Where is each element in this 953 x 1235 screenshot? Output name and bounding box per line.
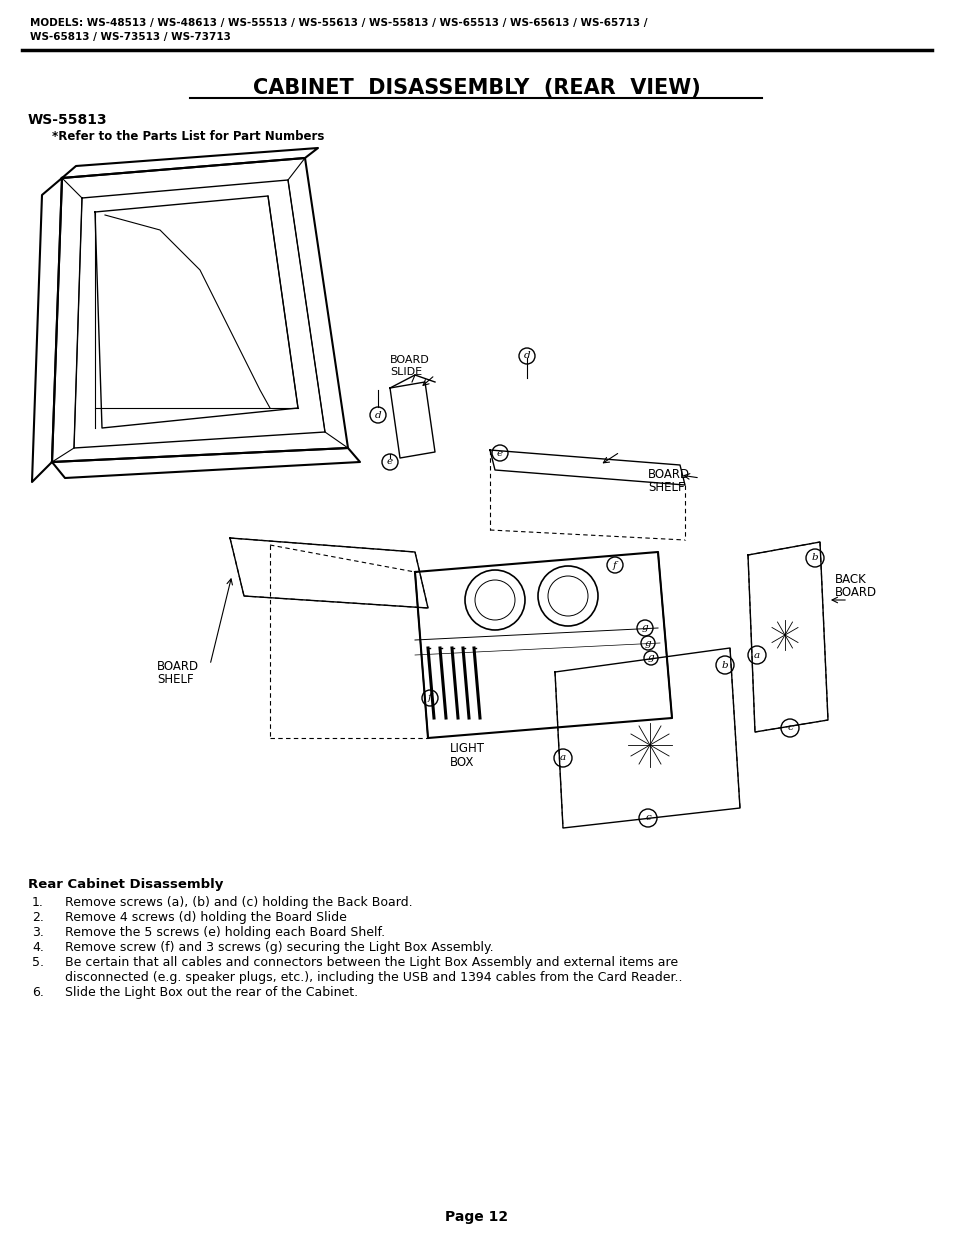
Text: f: f xyxy=(613,561,617,569)
Text: c: c xyxy=(644,814,650,823)
Text: WS-55813: WS-55813 xyxy=(28,112,108,127)
Text: Be certain that all cables and connectors between the Light Box Assembly and ext: Be certain that all cables and connector… xyxy=(65,956,678,969)
Text: b: b xyxy=(811,553,818,562)
Text: d: d xyxy=(375,410,381,420)
Text: Page 12: Page 12 xyxy=(445,1210,508,1224)
Text: Remove screw (f) and 3 screws (g) securing the Light Box Assembly.: Remove screw (f) and 3 screws (g) securi… xyxy=(65,941,493,953)
Text: 1.: 1. xyxy=(32,897,44,909)
Text: MODELS: WS-48513 / WS-48613 / WS-55513 / WS-55613 / WS-55813 / WS-65513 / WS-656: MODELS: WS-48513 / WS-48613 / WS-55513 /… xyxy=(30,19,647,28)
Text: disconnected (e.g. speaker plugs, etc.), including the USB and 1394 cables from : disconnected (e.g. speaker plugs, etc.),… xyxy=(65,971,681,984)
Text: 4.: 4. xyxy=(32,941,44,953)
Text: Remove the 5 screws (e) holding each Board Shelf.: Remove the 5 screws (e) holding each Boa… xyxy=(65,926,385,939)
Text: BOARD: BOARD xyxy=(157,659,199,673)
Text: e: e xyxy=(387,457,393,467)
Text: CABINET  DISASSEMBLY  (REAR  VIEW): CABINET DISASSEMBLY (REAR VIEW) xyxy=(253,78,700,98)
Text: BOARD: BOARD xyxy=(834,585,876,599)
Text: 5.: 5. xyxy=(32,956,44,969)
Text: BOARD: BOARD xyxy=(647,468,689,480)
Text: BOX: BOX xyxy=(450,756,474,769)
Text: Remove 4 screws (d) holding the Board Slide: Remove 4 screws (d) holding the Board Sl… xyxy=(65,911,347,924)
Text: SHELF: SHELF xyxy=(157,673,193,685)
Text: LIGHT: LIGHT xyxy=(450,742,484,755)
Text: 6.: 6. xyxy=(32,986,44,999)
Text: c: c xyxy=(786,724,792,732)
Text: Rear Cabinet Disassembly: Rear Cabinet Disassembly xyxy=(28,878,223,890)
Text: Slide the Light Box out the rear of the Cabinet.: Slide the Light Box out the rear of the … xyxy=(65,986,357,999)
Text: WS-65813 / WS-73513 / WS-73713: WS-65813 / WS-73513 / WS-73713 xyxy=(30,32,231,42)
Text: 2.: 2. xyxy=(32,911,44,924)
Text: BACK: BACK xyxy=(834,573,866,585)
Text: e: e xyxy=(497,448,502,457)
Text: f: f xyxy=(428,694,432,703)
Text: d: d xyxy=(523,352,530,361)
Text: 3.: 3. xyxy=(32,926,44,939)
Text: SLIDE: SLIDE xyxy=(390,367,421,377)
Text: b: b xyxy=(720,661,727,669)
Text: g: g xyxy=(641,624,648,632)
Text: SHELF: SHELF xyxy=(647,480,684,494)
Text: a: a xyxy=(559,753,565,762)
Text: g: g xyxy=(647,653,654,662)
Text: g: g xyxy=(644,638,651,647)
Text: a: a xyxy=(753,651,760,659)
Text: Remove screws (a), (b) and (c) holding the Back Board.: Remove screws (a), (b) and (c) holding t… xyxy=(65,897,413,909)
Text: *Refer to the Parts List for Part Numbers: *Refer to the Parts List for Part Number… xyxy=(52,130,324,143)
Text: BOARD: BOARD xyxy=(390,354,429,366)
